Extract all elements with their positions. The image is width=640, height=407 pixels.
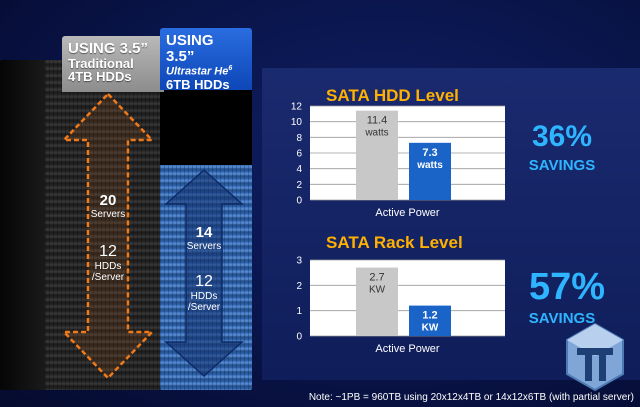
servers-label: Servers (90, 209, 126, 220)
servers-label: Servers (186, 241, 222, 252)
data-label: 11.4 (367, 115, 388, 127)
ultrastar-rack-header: USING 3.5” Ultrastar He6 6TB HDDs (160, 28, 252, 92)
data-label: 2.7 (369, 272, 384, 284)
header-line: 4TB HDDs (68, 69, 132, 85)
y-tick-label: 4 (296, 164, 302, 175)
hdds-label: HDDs (94, 261, 122, 272)
ultrastar-hdds: 12 HDDs /Server (164, 273, 244, 313)
bar (409, 142, 451, 200)
unit-label: KW (369, 285, 386, 296)
unit-label: watts (416, 160, 443, 171)
traditional-servers: 20 Servers (62, 192, 154, 220)
plot-area (310, 260, 505, 336)
y-tick-label: 2 (296, 281, 302, 292)
header-line: 6TB HDDs (166, 76, 230, 92)
bar (356, 267, 398, 336)
traditional-hdds: 12 HDDs /Server (62, 243, 154, 283)
rack-savings-percent: 57% (528, 266, 606, 308)
rack-savings-label: SAVINGS (528, 310, 596, 327)
hdds-label: /Server (91, 272, 125, 283)
rack-side-panel (0, 60, 45, 390)
y-tick-label: 1 (296, 306, 302, 317)
hdd-savings-percent: 36% (531, 120, 593, 153)
rack-front-drives (45, 60, 160, 390)
hdds-label: /Server (187, 302, 221, 313)
bar (356, 110, 398, 200)
traditional-rack-header: USING 3.5” Traditional 4TB HDDs (62, 36, 164, 92)
y-tick-label: 3 (296, 256, 302, 267)
hdds-label: HDDs (190, 291, 218, 302)
x-axis-label: Active Power (375, 343, 440, 355)
tt-logo-icon (566, 322, 624, 392)
data-label: 7.3 (422, 147, 437, 159)
bar (409, 305, 451, 336)
servers-count: 20 (99, 192, 117, 209)
hdd-savings-label: SAVINGS (528, 157, 596, 174)
y-tick-label: 2 (296, 180, 302, 191)
y-tick-label: 8 (296, 133, 302, 144)
double-arrow-icon (62, 92, 154, 380)
rack-grill (45, 60, 160, 390)
unit-label: KW (422, 323, 439, 334)
header-line: Traditional (68, 55, 134, 71)
data-label: 1.2 (422, 310, 437, 322)
header-line: USING 3.5” (166, 32, 214, 65)
ultrastar-servers: 14 Servers (164, 224, 244, 252)
hdds-count: 12 (195, 273, 213, 290)
servers-count: 14 (195, 224, 213, 241)
unit-label: watts (364, 128, 388, 139)
traditional-rack (0, 60, 160, 390)
footnote: Note: ~1PB = 960TB using 20x12x4TB or 14… (308, 392, 634, 403)
y-tick-label: 0 (296, 196, 302, 207)
hdds-count: 12 (99, 243, 117, 260)
double-arrow-icon (164, 168, 244, 378)
header-model: Ultrastar He (166, 65, 229, 78)
chart-title-hdd: SATA HDD Level (326, 86, 459, 105)
y-tick-label: 0 (296, 332, 302, 343)
header-superscript: 6 (228, 64, 233, 72)
y-tick-label: 10 (291, 117, 303, 128)
header-line: Ultrastar He6 (166, 65, 246, 78)
chart-title-rack: SATA Rack Level (326, 233, 463, 252)
y-tick-label: 12 (291, 102, 303, 113)
header-line: USING 3.5” (68, 40, 149, 57)
x-axis-label: Active Power (375, 207, 440, 219)
y-tick-label: 6 (296, 149, 302, 160)
